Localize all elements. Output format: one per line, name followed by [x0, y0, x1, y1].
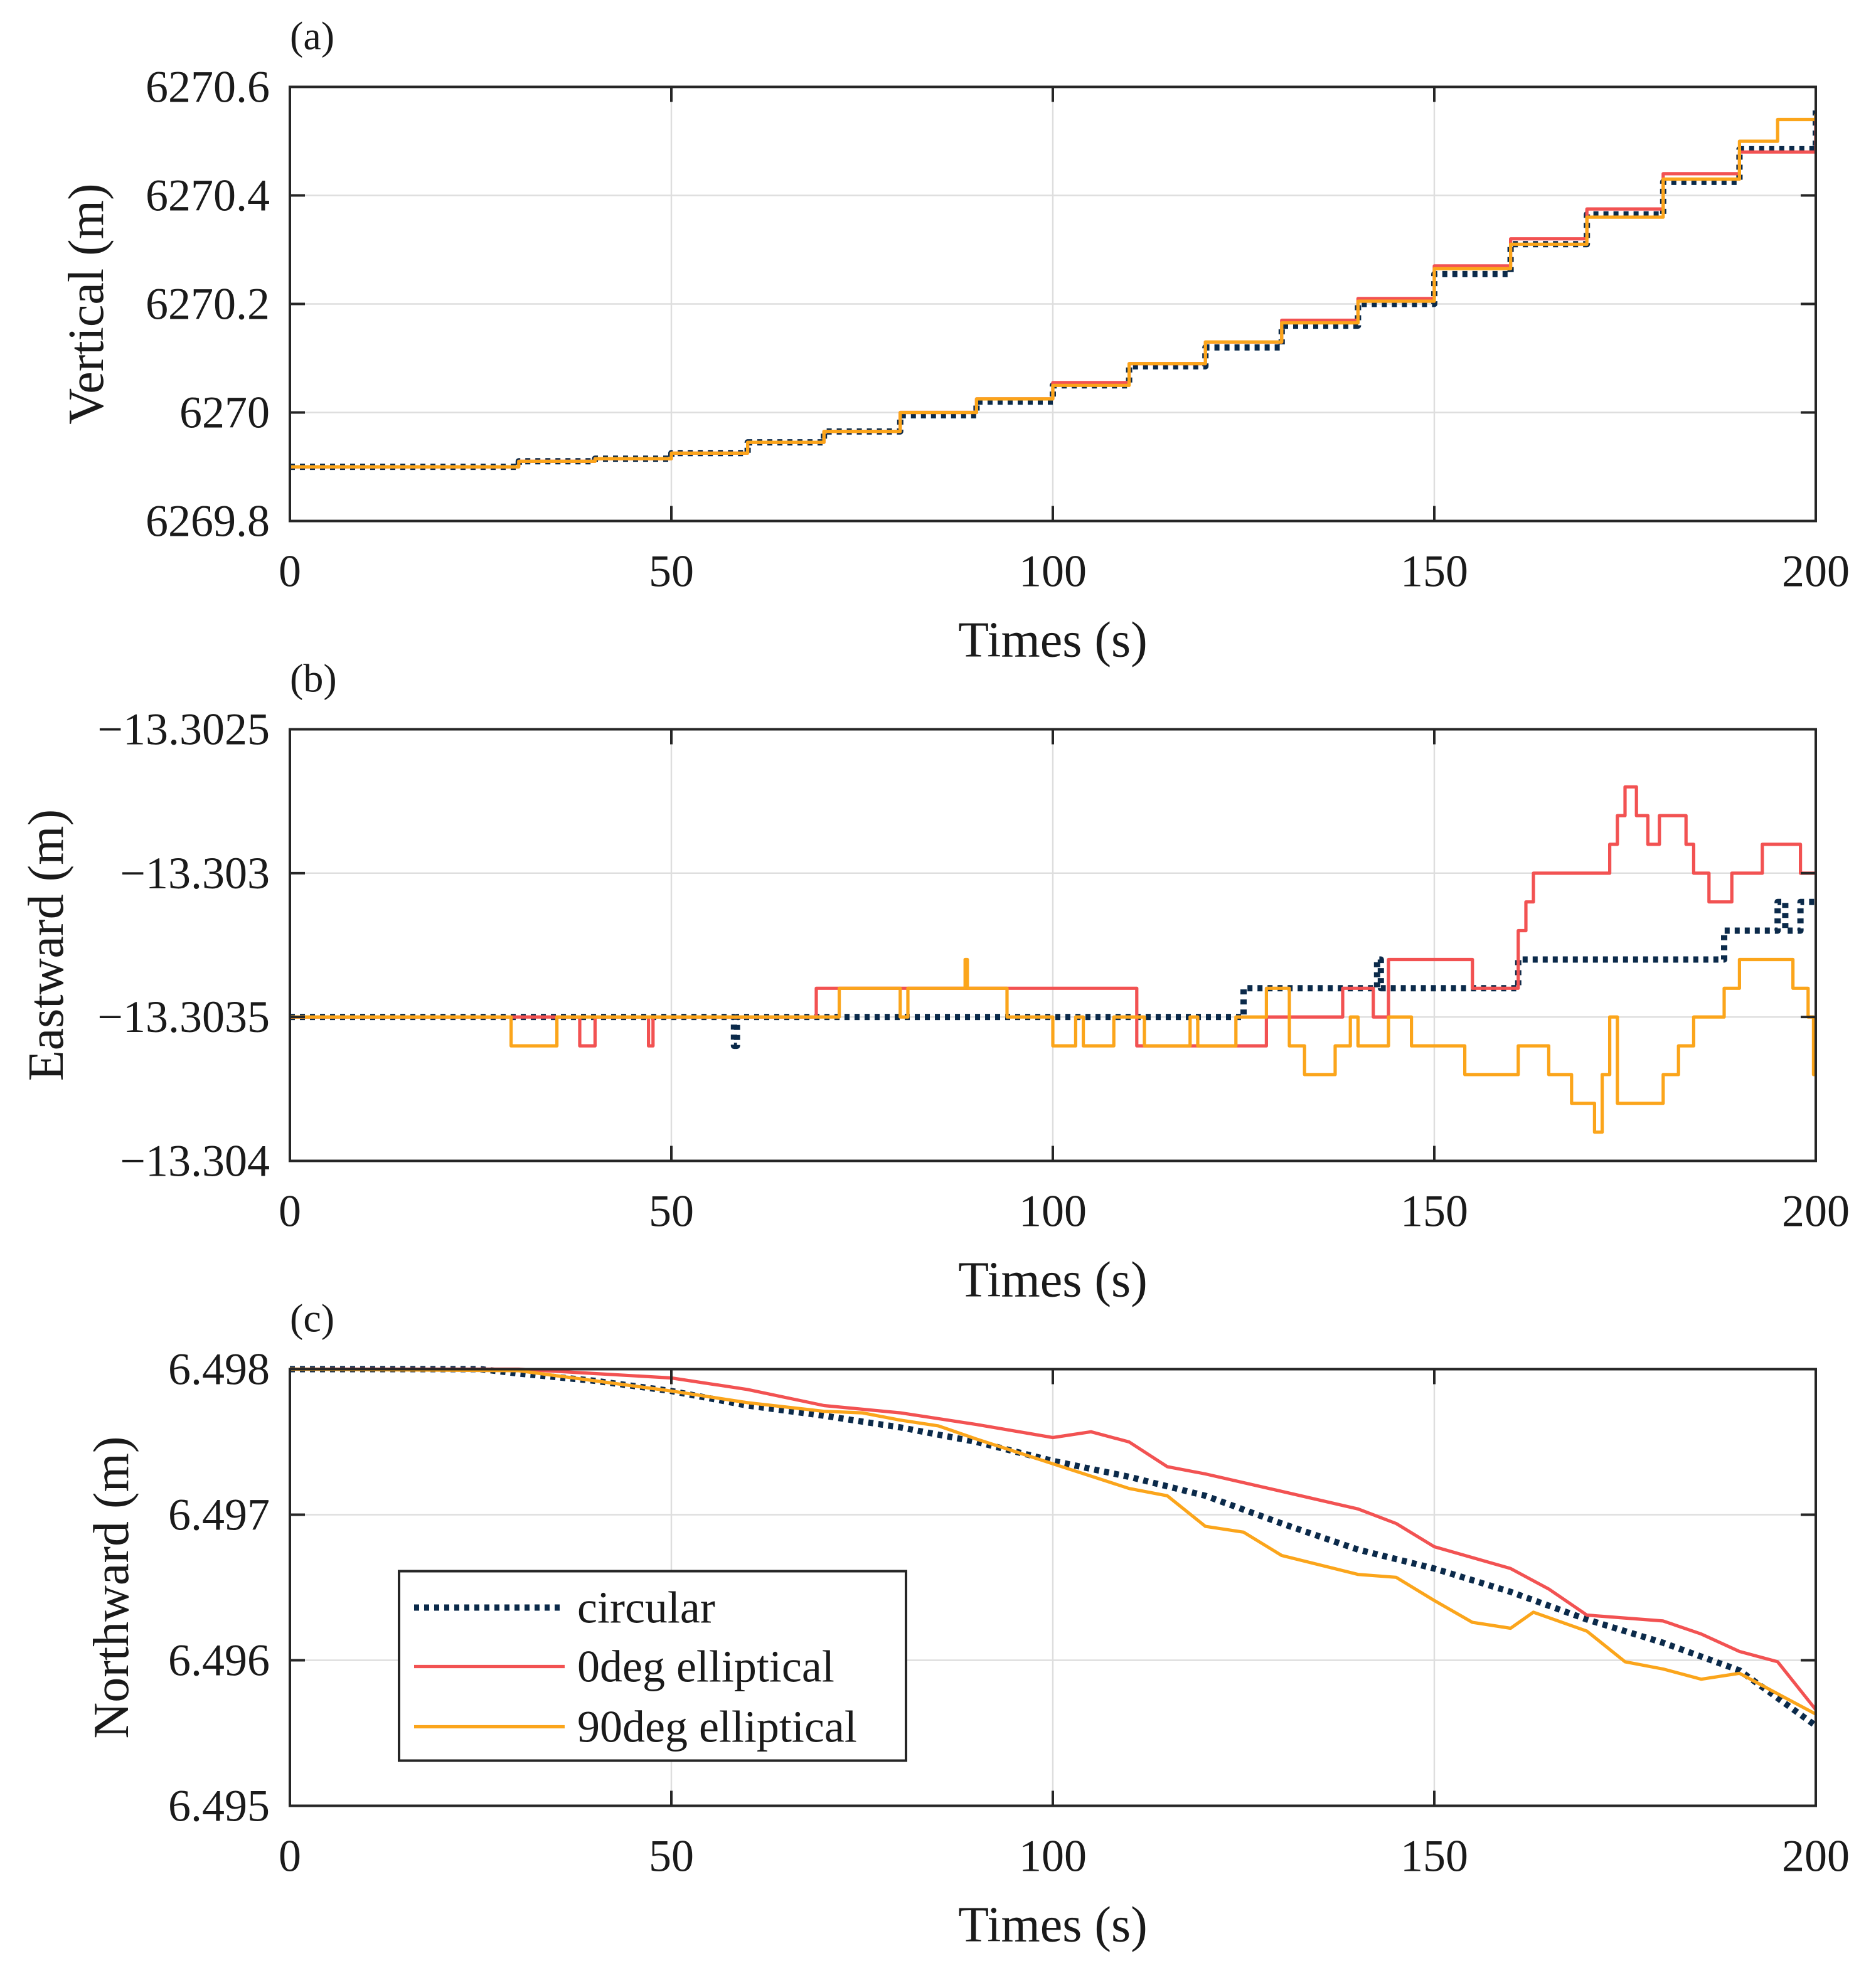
y-tick-label: 6.496: [168, 1635, 270, 1686]
x-tick-label: 0: [279, 1831, 301, 1881]
y-tick-label: 6270.2: [146, 279, 270, 329]
legend-label-circular: circular: [577, 1583, 715, 1633]
y-tick-label: 6269.8: [146, 496, 270, 546]
panel-label: (b): [290, 656, 337, 701]
x-tick-label: 200: [1782, 1831, 1850, 1881]
y-axis-label: Eastward (m): [19, 809, 74, 1081]
y-tick-label: −13.3025: [97, 705, 270, 755]
panel-label: (a): [290, 14, 334, 58]
y-tick-label: 6270.6: [146, 62, 270, 112]
x-tick-label: 50: [649, 1831, 694, 1881]
panel-a: 0 50 100 150 200 6269.8 6270 6270.2 6270.4 6270.6…: [59, 14, 1850, 668]
series-line-circular: [290, 898, 1816, 1050]
panel-b: 0 50 100 150 200 −13.304 −13.3035 −13.303 −13.30…: [19, 656, 1850, 1308]
x-tick-label: 50: [649, 1186, 694, 1236]
y-tick-label: −13.3035: [97, 992, 270, 1042]
series-line-0deg-elliptical: [290, 1367, 1816, 1711]
x-tick-label: 100: [1019, 1186, 1087, 1236]
x-axis-label: Times (s): [958, 1253, 1148, 1308]
y-tick-label: −13.303: [120, 848, 270, 898]
legend-label-90deg-elliptical: 90deg elliptical: [577, 1702, 857, 1752]
x-tick-label: 50: [649, 546, 694, 597]
panel-label: (c): [290, 1296, 334, 1341]
series-line-90deg-elliptical: [290, 114, 1816, 469]
legend: circular 0deg elliptical 90deg elliptical: [398, 1570, 907, 1762]
x-tick-label: 150: [1400, 1831, 1468, 1881]
x-tick-label: 100: [1019, 546, 1087, 597]
x-axis-label: Times (s): [958, 613, 1148, 668]
series-group: [290, 1366, 1816, 1728]
panel-c: 0 50 100 150 200 6.495 6.496 6.497 6.498 Times (s…: [84, 1296, 1850, 1953]
x-tick-label: 100: [1019, 1831, 1087, 1881]
series-line-90deg-elliptical: [290, 1367, 1816, 1716]
y-tick-label: 6.497: [168, 1490, 270, 1540]
series-line-90deg-elliptical: [290, 957, 1816, 1134]
y-tick-label: 6270.4: [146, 171, 270, 221]
x-tick-label: 200: [1782, 1186, 1850, 1236]
y-tick-label: 6.498: [168, 1344, 270, 1395]
x-tick-label: 0: [279, 546, 301, 597]
y-axis-label: Vertical (m): [59, 183, 114, 424]
y-tick-label: 6270: [179, 388, 270, 438]
x-tick-label: 150: [1400, 1186, 1468, 1236]
y-tick-label: −13.304: [120, 1136, 270, 1186]
series-line-circular: [290, 1366, 1816, 1728]
x-tick-label: 150: [1400, 546, 1468, 597]
legend-label-0deg-elliptical: 0deg elliptical: [577, 1642, 834, 1692]
y-tick-label: 6.495: [168, 1781, 270, 1831]
y-axis-label: Northward (m): [84, 1436, 139, 1738]
series-group: [290, 785, 1816, 1134]
x-tick-label: 0: [279, 1186, 301, 1236]
series-group: [290, 109, 1816, 471]
x-axis-label: Times (s): [958, 1898, 1148, 1953]
x-tick-label: 200: [1782, 546, 1850, 597]
